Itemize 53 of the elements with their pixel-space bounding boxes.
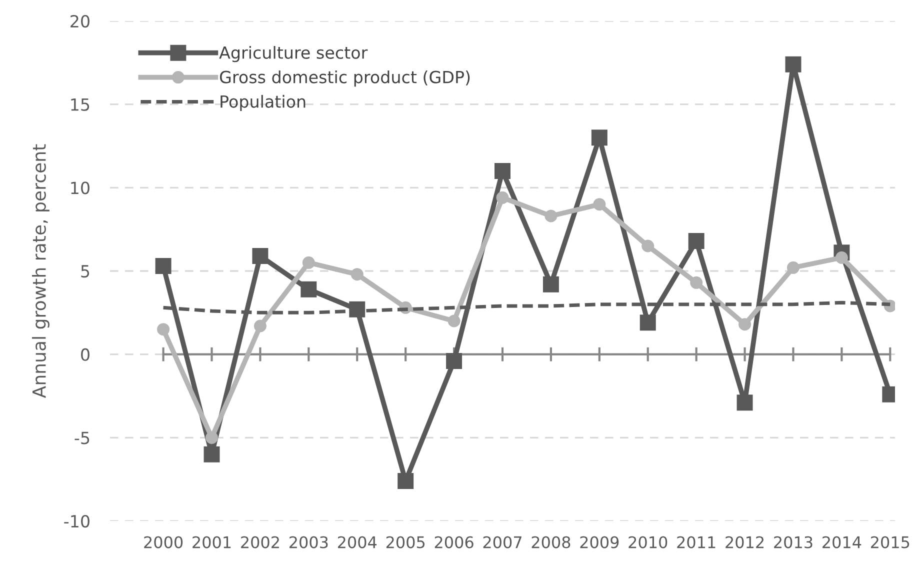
x-tick-label: 2005 [386, 536, 425, 548]
x-tick-label: 2001 [192, 536, 231, 548]
y-tick-label: 20 [70, 14, 90, 28]
point [688, 233, 704, 249]
point [738, 318, 752, 331]
x-tick-label: 2004 [338, 536, 377, 548]
y-tick-label: 5 [81, 265, 90, 278]
x-tick-label: 2010 [628, 536, 668, 548]
y-tick-label: 10 [71, 182, 90, 194]
point [206, 431, 218, 444]
x-tick-label: 2015 [871, 536, 910, 548]
point [300, 281, 317, 298]
y-tick-label: 0 [81, 348, 90, 361]
x-tick-label: 2000 [144, 536, 183, 548]
point [302, 256, 315, 269]
x-tick-label: 2012 [726, 536, 764, 548]
y-axis-title: Annual growth rate, percent [32, 144, 50, 398]
point [642, 240, 654, 252]
x-tick-label: 2008 [532, 536, 570, 548]
x-tick-label: 2007 [483, 536, 522, 548]
point [157, 323, 170, 336]
x-tick-label: 2011 [677, 536, 716, 548]
point [204, 446, 220, 462]
point [544, 210, 558, 222]
x-tick-label: 2002 [241, 536, 279, 548]
point [398, 473, 414, 489]
x-tick-label: 2003 [290, 536, 328, 548]
point [350, 268, 364, 281]
y-tick-label: -10 [64, 514, 90, 528]
point [736, 394, 753, 411]
x-tick-label: 2009 [580, 536, 619, 548]
y-tick-label: 15 [71, 98, 90, 111]
legend-label: Agriculture sector [219, 46, 368, 62]
point [155, 258, 172, 274]
y-tick-label: -5 [74, 432, 90, 444]
point [786, 261, 800, 274]
legend-label: Population [220, 94, 306, 112]
point [690, 276, 703, 289]
point [252, 248, 268, 264]
x-tick-label: 2013 [774, 536, 812, 548]
point [785, 56, 802, 72]
legend-label: Gross domestic product (GDP) [220, 70, 470, 87]
point [494, 163, 510, 179]
point [254, 320, 266, 332]
x-tick-label: 2014 [822, 536, 862, 548]
point [448, 314, 460, 328]
point [591, 130, 608, 146]
point [446, 353, 462, 369]
x-tick-label: 2006 [434, 536, 474, 548]
point [593, 198, 606, 211]
point [542, 276, 559, 292]
point [640, 314, 656, 331]
point [496, 191, 509, 204]
